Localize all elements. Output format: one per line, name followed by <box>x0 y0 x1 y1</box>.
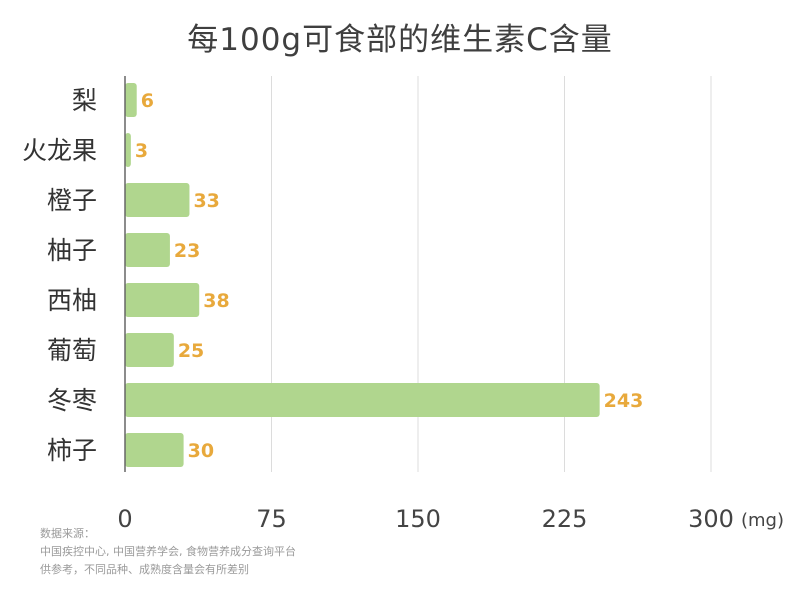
category-label: 梨 <box>72 86 97 115</box>
x-tick-label: 0 <box>117 505 132 533</box>
source-note: 数据来源： 中国疾控中心, 中国营养学会, 食物营养成分查询平台 供参考，不同品… <box>40 525 296 579</box>
bar <box>125 83 137 117</box>
category-label: 柚子 <box>47 236 97 265</box>
disclaimer: 供参考，不同品种、成熟度含量会有所差别 <box>40 563 249 576</box>
category-label: 西柚 <box>47 286 97 315</box>
bar <box>125 283 200 317</box>
x-tick-label: 225 <box>542 505 588 533</box>
data-label: 38 <box>203 290 229 312</box>
category-label: 橙子 <box>47 186 97 215</box>
category-label: 冬枣 <box>47 386 97 415</box>
bar <box>125 433 184 467</box>
data-label: 30 <box>188 440 214 462</box>
bar <box>125 233 170 267</box>
data-label: 243 <box>604 390 644 412</box>
data-label: 33 <box>193 190 219 212</box>
category-label: 葡萄 <box>47 336 97 365</box>
bar <box>125 333 174 367</box>
category-label: 柿子 <box>47 436 97 465</box>
x-tick-label: 75 <box>256 505 287 533</box>
bar <box>125 383 600 417</box>
unit-label: (mg) <box>741 510 784 531</box>
x-tick-label: 150 <box>395 505 441 533</box>
bar <box>125 183 190 217</box>
source-heading: 数据来源： <box>40 527 95 540</box>
x-tick-label: 300 <box>688 505 734 533</box>
chart-title: 每100g可食部的维生素C含量 <box>187 22 613 58</box>
category-label: 火龙果 <box>22 136 97 165</box>
data-label: 23 <box>174 240 200 262</box>
data-label: 6 <box>141 90 154 112</box>
bar <box>125 133 131 167</box>
source-list: 中国疾控中心, 中国营养学会, 食物营养成分查询平台 <box>40 545 296 558</box>
data-label: 25 <box>178 340 204 362</box>
data-label: 3 <box>135 140 148 162</box>
